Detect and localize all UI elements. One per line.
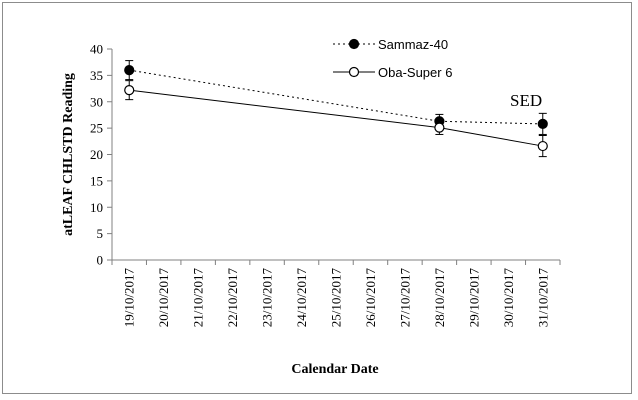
chart-frame xyxy=(2,2,632,394)
legend-label-1: Sammaz-40 xyxy=(378,37,448,52)
data-point-2 xyxy=(434,122,445,133)
y-tick-label: 40 xyxy=(90,42,103,57)
x-axis-title: Calendar Date xyxy=(291,362,378,377)
x-tick-label: 21/10/2017 xyxy=(191,268,206,328)
x-tick-label: 30/10/2017 xyxy=(501,268,516,328)
x-tick-label: 26/10/2017 xyxy=(363,268,378,328)
series-line-1 xyxy=(129,69,543,125)
y-tick-label: 35 xyxy=(90,68,103,83)
y-tick-label: 30 xyxy=(90,94,103,109)
x-tick-label: 25/10/2017 xyxy=(329,268,344,328)
x-tick-label: 23/10/2017 xyxy=(260,268,275,328)
y-tick-label: 15 xyxy=(90,173,103,188)
data-point-2 xyxy=(124,85,135,96)
x-tick-label: 19/10/2017 xyxy=(122,268,137,328)
x-tick-label: 29/10/2017 xyxy=(466,268,481,328)
legend-label-2: Oba-Super 6 xyxy=(378,65,452,80)
y-axis-title: atLEAF CHLSTD Reading xyxy=(61,73,76,236)
x-tick-label: 31/10/2017 xyxy=(535,268,550,328)
legend-marker-2 xyxy=(348,66,360,78)
series-line-2 xyxy=(129,89,543,147)
y-tick-label: 20 xyxy=(90,147,103,162)
data-point-1 xyxy=(124,64,135,76)
y-tick-label: 0 xyxy=(97,253,104,268)
x-tick-label: 28/10/2017 xyxy=(432,268,447,328)
y-tick-label: 25 xyxy=(90,121,103,136)
x-tick-label: 20/10/2017 xyxy=(156,268,171,328)
legend-marker-1 xyxy=(348,38,360,50)
x-tick-label: 22/10/2017 xyxy=(225,268,240,328)
y-tick-label: 5 xyxy=(97,226,104,241)
data-point-1 xyxy=(537,118,548,130)
y-tick-label: 10 xyxy=(90,200,103,215)
annotation-sed: SED xyxy=(510,91,542,110)
x-tick-label: 27/10/2017 xyxy=(397,268,412,328)
x-tick-label: 24/10/2017 xyxy=(294,268,309,328)
data-point-2 xyxy=(537,140,548,152)
